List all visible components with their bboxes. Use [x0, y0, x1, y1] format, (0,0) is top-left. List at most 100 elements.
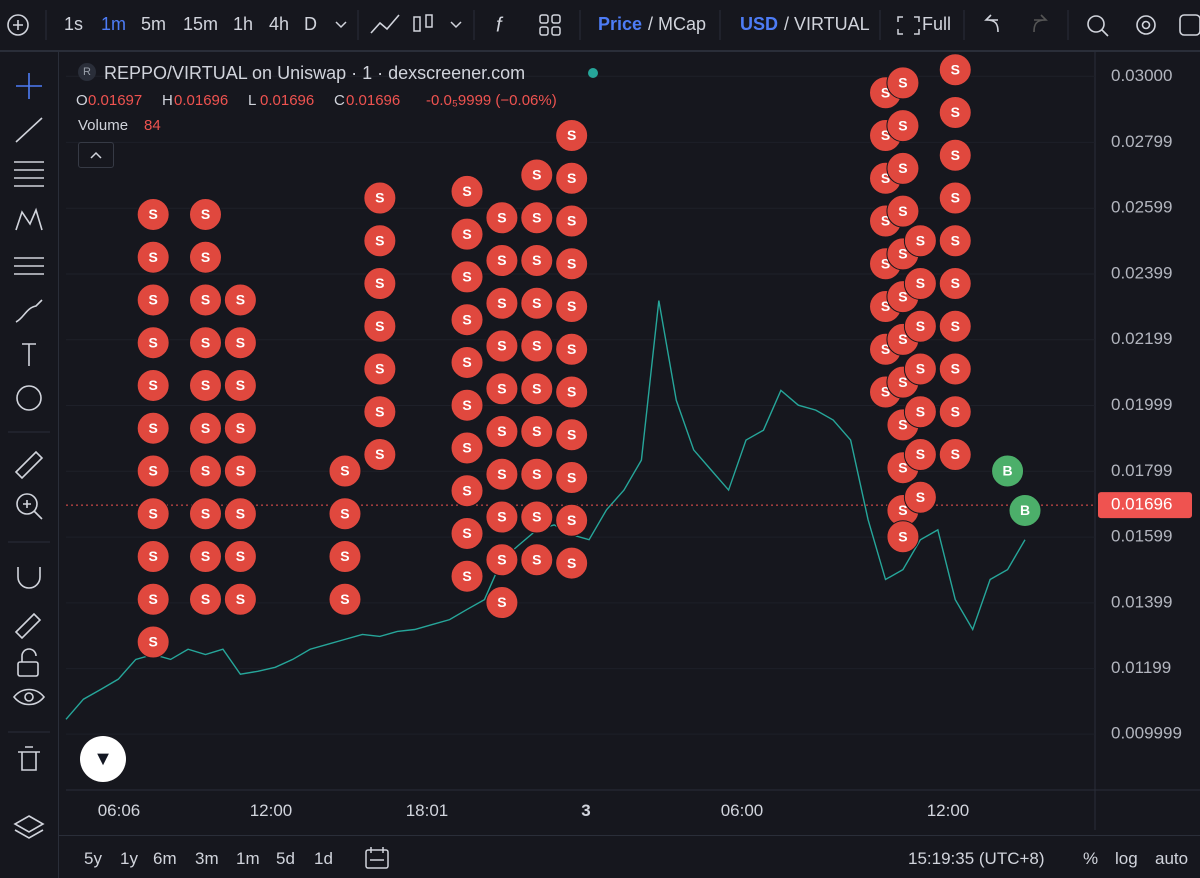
sell-marker — [363, 224, 397, 258]
marker-label: S — [236, 591, 245, 607]
range-button[interactable]: 1y — [120, 849, 138, 868]
sell-marker — [520, 286, 554, 320]
sell-marker — [555, 290, 589, 324]
marker-label: S — [375, 318, 384, 334]
tool-icons — [8, 73, 50, 839]
marker-label: S — [201, 548, 210, 564]
marker-label: S — [532, 209, 541, 225]
interval-button[interactable]: 4h — [269, 14, 290, 34]
sell-marker — [520, 329, 554, 363]
marker-label: S — [567, 298, 576, 314]
interval-button[interactable]: D — [304, 14, 317, 34]
marker-label: S — [201, 591, 210, 607]
sell-marker — [886, 194, 920, 228]
sell-marker — [903, 395, 937, 429]
marker-label: S — [567, 512, 576, 528]
marker-label: S — [201, 420, 210, 436]
collapse-button[interactable] — [78, 142, 114, 168]
sell-marker — [188, 197, 222, 231]
scale-option[interactable]: % — [1083, 849, 1099, 868]
marker-label: S — [149, 334, 158, 350]
interval-button[interactable]: 1h — [233, 14, 254, 34]
marker-label: S — [201, 505, 210, 521]
ohlc-change: -0.0₅9999 (−0.06%) — [426, 92, 557, 109]
interval-button[interactable]: 15m — [183, 14, 219, 34]
scale-option[interactable]: log — [1115, 849, 1138, 868]
sell-marker — [328, 497, 362, 531]
range-button[interactable]: 3m — [195, 849, 219, 868]
marker-label: S — [532, 252, 541, 268]
y-tick-label: 0.02599 — [1111, 198, 1172, 217]
marker-label: S — [567, 213, 576, 229]
marker-label: S — [149, 591, 158, 607]
buy-marker — [1008, 493, 1042, 527]
range-button[interactable]: 6m — [153, 849, 177, 868]
marker-label: S — [951, 147, 960, 163]
marker-label: S — [916, 489, 925, 505]
symbol-title: REPPO/VIRTUAL on Uniswap · 1 · dexscreen… — [104, 63, 526, 83]
sell-marker — [555, 204, 589, 238]
marker-label: S — [881, 127, 890, 143]
ohlc-value: 0.01696 — [346, 92, 401, 109]
sell-marker — [188, 454, 222, 488]
scale-option[interactable]: auto — [1155, 849, 1189, 868]
top-toolbar: f 1s 1m 5m 15m 1h 4h D Price / MCap USD / VIRT… — [0, 0, 1200, 52]
sell-marker — [450, 345, 484, 379]
fullscreen-button[interactable]: Full — [922, 14, 952, 34]
range-button[interactable]: 5d — [276, 849, 295, 868]
interval-button[interactable]: 1m — [101, 14, 127, 34]
sell-marker — [938, 181, 972, 215]
quote-toggle[interactable]: / VIRTUAL — [784, 14, 870, 34]
sell-marker — [223, 326, 257, 360]
marker-label: S — [567, 255, 576, 271]
marker-label: S — [881, 255, 890, 271]
marker-label: S — [340, 548, 349, 564]
sell-marker — [938, 395, 972, 429]
y-tick-label: 0.009999 — [1111, 724, 1182, 743]
sell-marker — [188, 411, 222, 445]
sell-marker — [485, 457, 519, 491]
sell-marker — [363, 267, 397, 301]
ohlc-value: 0.01696 — [260, 92, 315, 109]
sell-marker — [188, 582, 222, 616]
sell-marker — [520, 457, 554, 491]
sell-marker — [903, 352, 937, 386]
marker-label: B — [1020, 502, 1030, 518]
tradingview-logo: ▼ — [80, 736, 126, 782]
marker-label: S — [462, 354, 471, 370]
sell-marker — [136, 582, 170, 616]
sell-marker — [555, 119, 589, 153]
marker-label: S — [375, 275, 384, 291]
range-button[interactable]: 1d — [314, 849, 333, 868]
range-button[interactable]: 1m — [236, 849, 260, 868]
marker-label: S — [236, 377, 245, 393]
ohlc-key: L — [248, 92, 257, 109]
marker-label: S — [567, 170, 576, 186]
mcap-toggle[interactable]: / MCap — [648, 14, 707, 34]
sell-marker — [450, 260, 484, 294]
marker-label: S — [497, 551, 506, 567]
sell-marker — [188, 497, 222, 531]
price-toggle[interactable]: Price — [598, 14, 643, 34]
marker-label: S — [898, 374, 907, 390]
marker-label: S — [149, 505, 158, 521]
marker-label: S — [898, 160, 907, 176]
marker-label: S — [201, 334, 210, 350]
sell-marker — [555, 546, 589, 580]
time-tick-label: 3 — [581, 801, 591, 820]
marker-label: S — [497, 594, 506, 610]
marker-label: S — [340, 591, 349, 607]
marker-label: S — [916, 232, 925, 248]
sell-marker — [886, 66, 920, 100]
marker-label: S — [567, 555, 576, 571]
sell-marker — [363, 181, 397, 215]
usd-toggle[interactable]: USD — [740, 14, 779, 34]
sell-marker — [136, 497, 170, 531]
sell-marker — [938, 224, 972, 258]
calendar-icon[interactable] — [358, 840, 398, 878]
sell-marker — [485, 243, 519, 277]
range-button[interactable]: 5y — [84, 849, 102, 868]
interval-button[interactable]: 1s — [64, 14, 84, 34]
interval-button[interactable]: 5m — [141, 14, 167, 34]
sell-marker — [223, 454, 257, 488]
